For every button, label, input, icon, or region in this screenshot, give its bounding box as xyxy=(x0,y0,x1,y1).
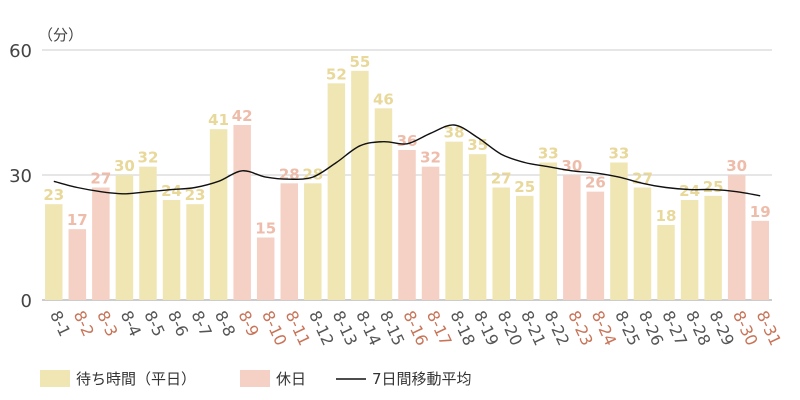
data-label-8-2: 17 xyxy=(67,211,88,229)
data-label-8-1: 23 xyxy=(43,186,64,204)
data-label-8-22: 33 xyxy=(538,145,559,163)
bar-8-7 xyxy=(186,204,204,300)
data-label-8-30: 30 xyxy=(726,157,747,175)
bar-8-9 xyxy=(233,125,251,300)
bar-8-6 xyxy=(162,200,181,300)
data-label-8-7: 23 xyxy=(185,186,206,204)
data-label-8-16: 36 xyxy=(397,132,418,150)
data-label-8-14: 55 xyxy=(349,53,370,71)
bar-8-24 xyxy=(586,191,605,300)
bar-8-31 xyxy=(751,220,769,300)
bar-8-16 xyxy=(398,150,416,300)
x-tick-label-8-7: 8-7 xyxy=(187,308,215,340)
data-label-8-24: 26 xyxy=(585,174,606,192)
bar-8-18 xyxy=(445,141,463,300)
x-tick-label-8-4: 8-4 xyxy=(117,308,145,340)
data-label-8-5: 32 xyxy=(138,149,159,167)
bar-8-4 xyxy=(115,175,134,300)
bar-8-30 xyxy=(727,175,746,300)
y-axis-unit-label: （分） xyxy=(38,26,83,44)
data-label-8-25: 33 xyxy=(608,145,629,163)
x-tick-label-8-6: 8-6 xyxy=(164,308,192,340)
bar-8-13 xyxy=(327,83,346,300)
bar-8-8 xyxy=(209,129,228,300)
bar-8-14 xyxy=(351,70,369,300)
bar-8-27 xyxy=(657,225,675,300)
bar-8-20 xyxy=(492,187,510,300)
bar-8-11 xyxy=(280,183,299,300)
data-label-8-26: 27 xyxy=(632,170,653,188)
data-label-8-3: 27 xyxy=(90,170,111,188)
data-label-8-10: 15 xyxy=(255,220,276,238)
data-label-8-15: 46 xyxy=(373,90,394,108)
y-tick-label-30: 30 xyxy=(9,166,32,187)
bar-8-28 xyxy=(680,200,699,300)
data-label-8-18: 38 xyxy=(444,124,465,142)
bar-8-2 xyxy=(68,229,87,300)
x-axis-ticks: 8-18-28-38-48-58-68-78-88-98-108-118-128… xyxy=(46,308,785,349)
bar-8-23 xyxy=(563,175,581,300)
bars xyxy=(45,70,769,300)
bar-8-25 xyxy=(610,162,628,300)
data-label-8-6: 24 xyxy=(161,182,182,200)
legend-swatch-weekday xyxy=(40,370,70,387)
data-label-8-29: 25 xyxy=(703,178,724,196)
bar-8-3 xyxy=(92,187,110,300)
legend: 待ち時間（平日） 休日 7日間移動平均 xyxy=(40,370,472,388)
x-tick-label-8-9: 8-9 xyxy=(235,308,263,340)
x-tick-label-8-1: 8-1 xyxy=(46,308,74,340)
data-label-8-20: 27 xyxy=(491,170,512,188)
x-tick-label-8-5: 8-5 xyxy=(140,308,168,340)
data-label-8-8: 41 xyxy=(208,111,229,129)
bar-8-1 xyxy=(45,204,63,300)
y-tick-label-60: 60 xyxy=(9,41,32,62)
bar-8-26 xyxy=(633,187,652,300)
legend-swatch-holiday xyxy=(240,370,270,387)
data-label-8-27: 18 xyxy=(656,207,677,225)
data-label-8-9: 42 xyxy=(232,107,253,125)
x-tick-label-8-3: 8-3 xyxy=(93,308,121,340)
legend-label-holiday: 休日 xyxy=(276,370,306,388)
y-axis-ticks: 0 30 60 xyxy=(9,41,32,312)
bar-8-10 xyxy=(256,237,275,300)
data-label-8-11: 28 xyxy=(279,165,300,183)
data-label-8-4: 30 xyxy=(114,157,135,175)
data-label-8-17: 32 xyxy=(420,149,441,167)
bar-8-29 xyxy=(704,195,722,300)
legend-label-weekday: 待ち時間（平日） xyxy=(76,370,196,388)
bar-8-15 xyxy=(374,108,393,300)
bar-8-17 xyxy=(421,166,440,300)
legend-label-moving-average: 7日間移動平均 xyxy=(372,370,472,388)
data-label-8-23: 30 xyxy=(561,157,582,175)
data-label-8-19: 35 xyxy=(467,136,488,154)
bar-8-12 xyxy=(304,183,322,300)
bar-8-5 xyxy=(139,166,157,300)
x-tick-label-8-8: 8-8 xyxy=(211,308,239,340)
data-label-8-12: 28 xyxy=(302,165,323,183)
bar-8-19 xyxy=(468,154,487,300)
bar-8-22 xyxy=(539,162,558,300)
data-label-8-28: 24 xyxy=(679,182,700,200)
moving-average-line xyxy=(53,124,761,197)
bar-8-21 xyxy=(515,195,534,300)
moving-average-path xyxy=(53,124,761,197)
y-tick-label-0: 0 xyxy=(21,291,32,312)
data-label-8-21: 25 xyxy=(514,178,535,196)
data-label-8-31: 19 xyxy=(750,203,771,221)
x-tick-label-8-2: 8-2 xyxy=(70,308,98,340)
data-label-8-13: 52 xyxy=(326,65,347,83)
